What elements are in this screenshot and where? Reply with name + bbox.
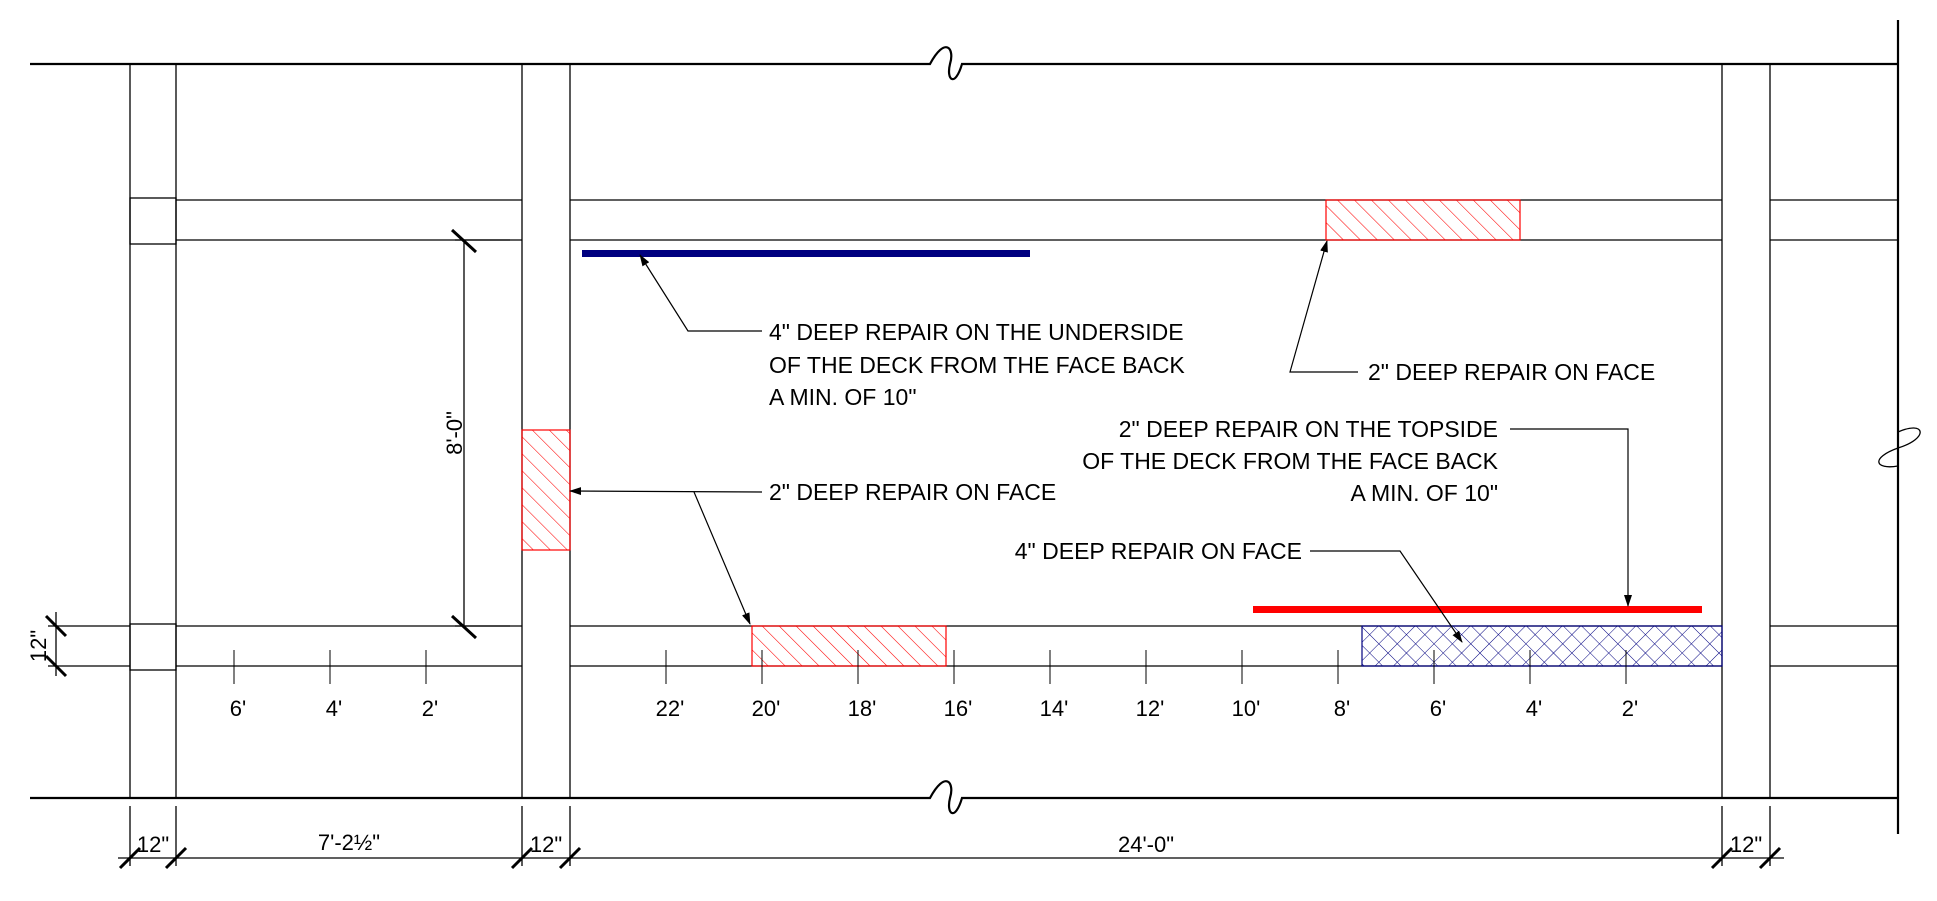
note-face-repair-top: 2" DEEP REPAIR ON FACE [1368,359,1655,385]
repair-area-lower-face-hatched [751,625,947,667]
station-marks-right-bay: 22' 20' 18' 16' 14' 12' 10' 8' 6' 4' 2' [656,650,1638,721]
station-label: 10' [1232,696,1261,721]
repair-area-column-face-hatched [521,429,571,551]
leader-underside [639,254,762,332]
bottom-edge-line [30,780,1898,815]
station-label: 14' [1040,696,1069,721]
dim-vertical-12in: 12" [26,630,51,662]
note-topside-line-3: A MIN. OF 10" [1351,480,1498,506]
note-underside-line-3: A MIN. OF 10" [769,384,916,410]
dim-bottom-col-left: 12" [137,832,169,857]
left-column [129,64,177,798]
right-column [1721,64,1771,798]
leader-crosshatched [1310,550,1463,643]
note-underside-repair: 4" DEEP REPAIR ON THE UNDERSIDE OF THE D… [769,319,1185,410]
vertical-dimension-8ft: 8'-0" [442,228,510,640]
bottom-dimension-chain: 12" 7'-2½" 12" 24'-0" 12" [118,806,1784,870]
dim-bottom-right-bay: 24'-0" [1118,832,1174,857]
note-underside-line-2: OF THE DECK FROM THE FACE BACK [769,352,1185,378]
station-marks-left-bay: 6' 4' 2' [230,650,438,721]
station-label: 2' [422,696,438,721]
leader-topside [1510,428,1632,607]
station-label: 6' [230,696,246,721]
station-label: 20' [752,696,781,721]
column-notch-lower [129,623,177,671]
note-topside-line-1: 2" DEEP REPAIR ON THE TOPSIDE [1119,416,1498,442]
station-label: 8' [1334,696,1350,721]
note-topside-line-2: OF THE DECK FROM THE FACE BACK [1082,448,1498,474]
upper-deck-member [176,199,1898,241]
dim-bottom-col-right: 12" [1730,832,1762,857]
vertical-dimension-12in: 12" [26,612,130,678]
station-label: 6' [1430,696,1446,721]
repair-area-topside-red [1253,606,1702,613]
dim-vertical-8ft: 8'-0" [442,411,467,455]
note-topside-repair: 2" DEEP REPAIR ON THE TOPSIDE OF THE DEC… [1082,416,1498,506]
note-face-repair-4in: 4" DEEP REPAIR ON FACE [1015,538,1302,564]
column-notch-upper [129,197,177,245]
station-label: 4' [1526,696,1542,721]
note-underside-line-1: 4" DEEP REPAIR ON THE UNDERSIDE [769,319,1184,345]
dim-bottom-col-middle: 12" [530,832,562,857]
leader-lower-face [693,491,751,625]
station-label: 4' [326,696,342,721]
station-label: 12' [1136,696,1165,721]
note-face-repair-mid: 2" DEEP REPAIR ON FACE [769,479,1056,505]
repair-area-top-face-hatched [1325,199,1521,241]
dim-bottom-left-bay: 7'-2½" [318,830,380,855]
station-label: 22' [656,696,685,721]
leader-column-face [569,487,763,496]
station-label: 18' [848,696,877,721]
right-break-symbol [1878,427,1921,468]
leader-lines [569,240,1632,643]
station-label: 2' [1622,696,1638,721]
station-label: 16' [944,696,973,721]
deck-outline [30,20,1921,834]
repair-area-crosshatched-blue [1361,625,1723,667]
leader-top-face [1289,240,1358,373]
top-edge-line [30,46,1898,81]
repair-area-underside-blue [582,250,1030,257]
